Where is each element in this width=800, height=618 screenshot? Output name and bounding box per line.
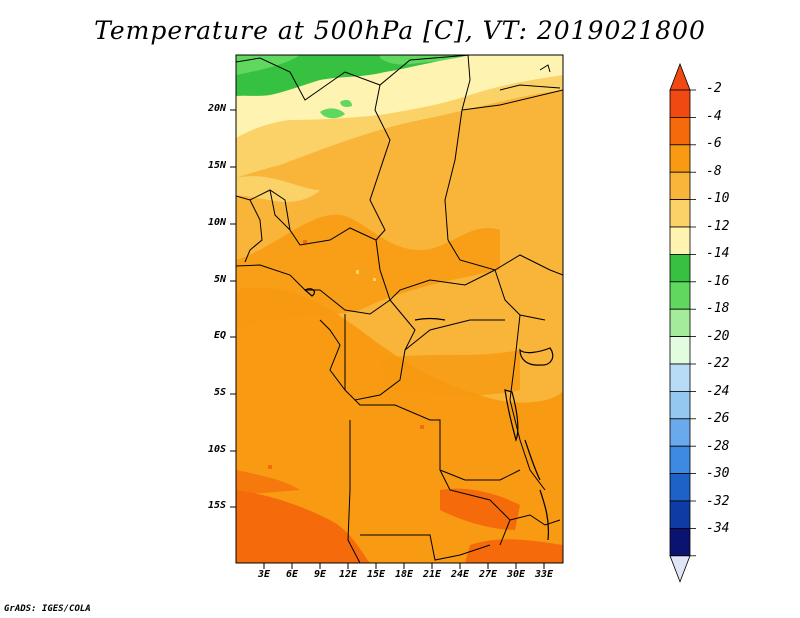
lat-label-10n: 10N [207,217,226,228]
colorbar-swatch [669,445,691,475]
map-frame [235,54,564,564]
colorbar-label: -20 [706,329,730,344]
lat-ticks [230,109,236,508]
lon-label-15e: 15E [366,569,386,580]
colorbar-swatch [669,171,691,200]
lon-label-21e: 21E [422,569,442,580]
colorbar-bottom-triangle [669,555,691,583]
colorbar-label: -4 [706,109,722,124]
colorbar-label: -10 [706,191,730,206]
colorbar-swatch [669,363,691,392]
colorbar-swatch [669,308,691,338]
colorbar-label: -12 [706,219,730,234]
lon-label-3e: 3E [257,569,271,580]
colorbar-label: -6 [706,136,722,151]
lon-label-33e: 33E [534,569,554,580]
colorbar-swatch [669,117,691,146]
colorbar-label: -34 [706,521,730,536]
lat-label-20n: 20N [207,103,226,114]
colorbar-top-triangle [669,62,691,91]
colorbar-swatch [669,253,691,283]
lon-label-30e: 30E [506,569,526,580]
lon-label-6e: 6E [285,569,299,580]
colorbar-label: -30 [706,466,730,481]
colorbar-label: -2 [706,81,722,96]
colorbar-swatch [669,199,691,228]
colorbar-swatch [669,281,691,310]
lon-label-27e: 27E [478,569,498,580]
lat-label-5s: 5S [213,387,226,398]
colorbar-swatch [669,226,691,255]
colorbar-swatch [669,500,691,529]
colorbar-swatch [669,473,691,502]
colorbar-label: -24 [706,384,730,399]
colorbar-swatch [669,390,691,420]
colorbar-swatch [669,528,691,557]
colorbar-label: -14 [706,246,730,261]
lat-label-15n: 15N [207,160,226,171]
lat-label-5n: 5N [213,274,226,285]
colorbar-label: -28 [706,439,730,454]
colorbar-label: -32 [706,494,730,509]
colorbar-swatch [669,89,691,118]
lon-label-24e: 24E [450,569,470,580]
map-title: Temperature at 500hPa [C], VT: 201902180… [94,16,706,45]
country-borders [236,55,563,563]
colorbar-label: -22 [706,356,730,371]
colorbar-label: -16 [706,274,730,289]
colorbar-swatch [669,144,691,173]
lat-label-15s: 15S [207,500,226,511]
lon-label-9e: 9E [313,569,327,580]
lat-label-eq: EQ [213,330,226,341]
colorbar-label: -18 [706,301,730,316]
colorbar-label: -26 [706,411,730,426]
colorbar [669,62,696,583]
lon-label-18e: 18E [394,569,414,580]
colorbar-swatch [669,418,691,447]
colorbar-label: -8 [706,164,722,179]
lakes [303,288,554,541]
lon-ticks [263,563,545,569]
temperature-field [236,55,563,563]
grads-credit: GrADS: IGES/COLA [4,604,91,614]
lon-label-12e: 12E [338,569,358,580]
lat-label-10s: 10S [207,444,226,455]
colorbar-swatch [669,336,691,365]
